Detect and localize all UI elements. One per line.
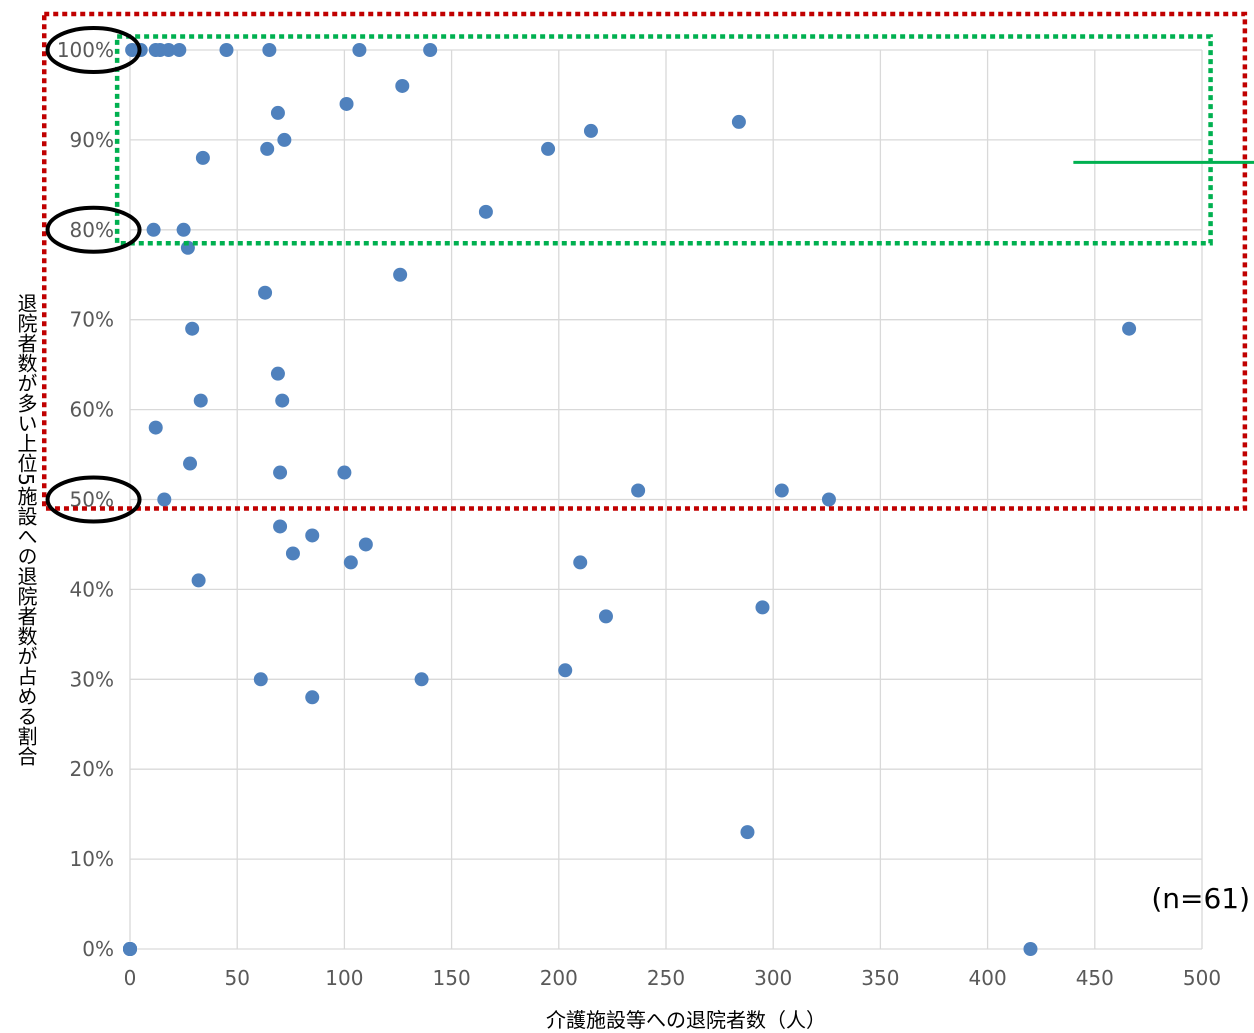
x-tick-label: 250 [647,966,685,990]
data-point [193,393,208,408]
data-point [731,114,746,129]
data-point [258,285,273,300]
data-point [598,609,613,624]
x-tick-label: 400 [969,966,1007,990]
x-tick-label: 450 [1076,966,1114,990]
data-point [195,150,210,165]
data-point [352,43,367,57]
data-point [358,537,373,552]
red-dotted-region [41,11,1248,511]
y-tick-label: 100% [57,38,114,62]
data-point [219,43,234,57]
sample-size-note: (n=61) [1151,882,1250,915]
data-point [277,132,292,147]
data-point [275,393,290,408]
y-tick-label: 90% [70,128,114,152]
data-point [273,519,288,534]
x-tick-label: 200 [540,966,578,990]
data-points [123,43,1137,956]
data-point [1122,321,1137,336]
data-point [262,43,277,57]
highlight-ellipse [45,475,142,524]
green-dotted-region [114,34,1213,246]
data-point [172,43,187,57]
data-point [161,43,176,57]
highlight-ellipse [45,26,142,74]
x-tick-label: 150 [433,966,471,990]
data-point [123,942,137,956]
grid-lines [129,49,1203,950]
y-axis-title: 退院者数が多い上位5施設への退院者数が占める割合 [14,293,38,766]
data-point [253,672,268,687]
data-point [270,366,285,381]
data-point [583,123,598,138]
data-point [1023,942,1038,956]
x-tick-label: 50 [224,966,249,990]
data-point [337,465,352,480]
data-point [339,96,354,111]
data-point [305,690,320,705]
data-point [774,483,789,498]
y-tick-label: 30% [70,667,114,691]
data-point [157,492,172,507]
data-point [191,573,206,588]
data-point [305,528,320,543]
x-tick-label: 100 [325,966,363,990]
highlight-ellipse [45,205,142,254]
x-tick-label: 500 [1183,966,1221,990]
data-point [478,204,493,219]
annotations [41,11,1254,524]
data-point [185,321,200,336]
data-point [755,600,770,615]
x-tick-label: 300 [754,966,792,990]
y-tick-labels: 0%10%20%30%40%50%60%70%80%90%100% [57,38,114,961]
data-point [176,222,191,237]
y-tick-label: 20% [70,757,114,781]
data-point [573,555,588,570]
data-point [740,825,755,840]
y-tick-label: 40% [70,577,114,601]
y-tick-label: 60% [70,398,114,422]
x-tick-label: 0 [124,966,137,990]
data-point [343,555,358,570]
data-point [395,78,410,93]
data-point [183,456,198,471]
y-tick-label: 10% [70,847,114,871]
y-tick-label: 70% [70,308,114,332]
data-point [146,222,161,237]
data-point [821,492,836,507]
y-tick-label: 0% [82,937,114,961]
data-point [260,141,275,156]
data-point [148,420,163,435]
data-point [270,105,285,120]
data-point [423,43,438,57]
x-tick-label: 350 [861,966,899,990]
x-tick-labels: 0 50 100 150 200 250 300 350 400 450 500 [124,966,1221,990]
data-point [541,141,556,156]
data-point [273,465,288,480]
data-point [558,663,573,678]
data-point [393,267,408,282]
data-point [414,672,429,687]
data-point [631,483,646,498]
y-tick-label: 80% [70,218,114,242]
data-point [285,546,300,561]
x-axis-title: 介護施設等への退院者数（人） [546,1008,826,1032]
